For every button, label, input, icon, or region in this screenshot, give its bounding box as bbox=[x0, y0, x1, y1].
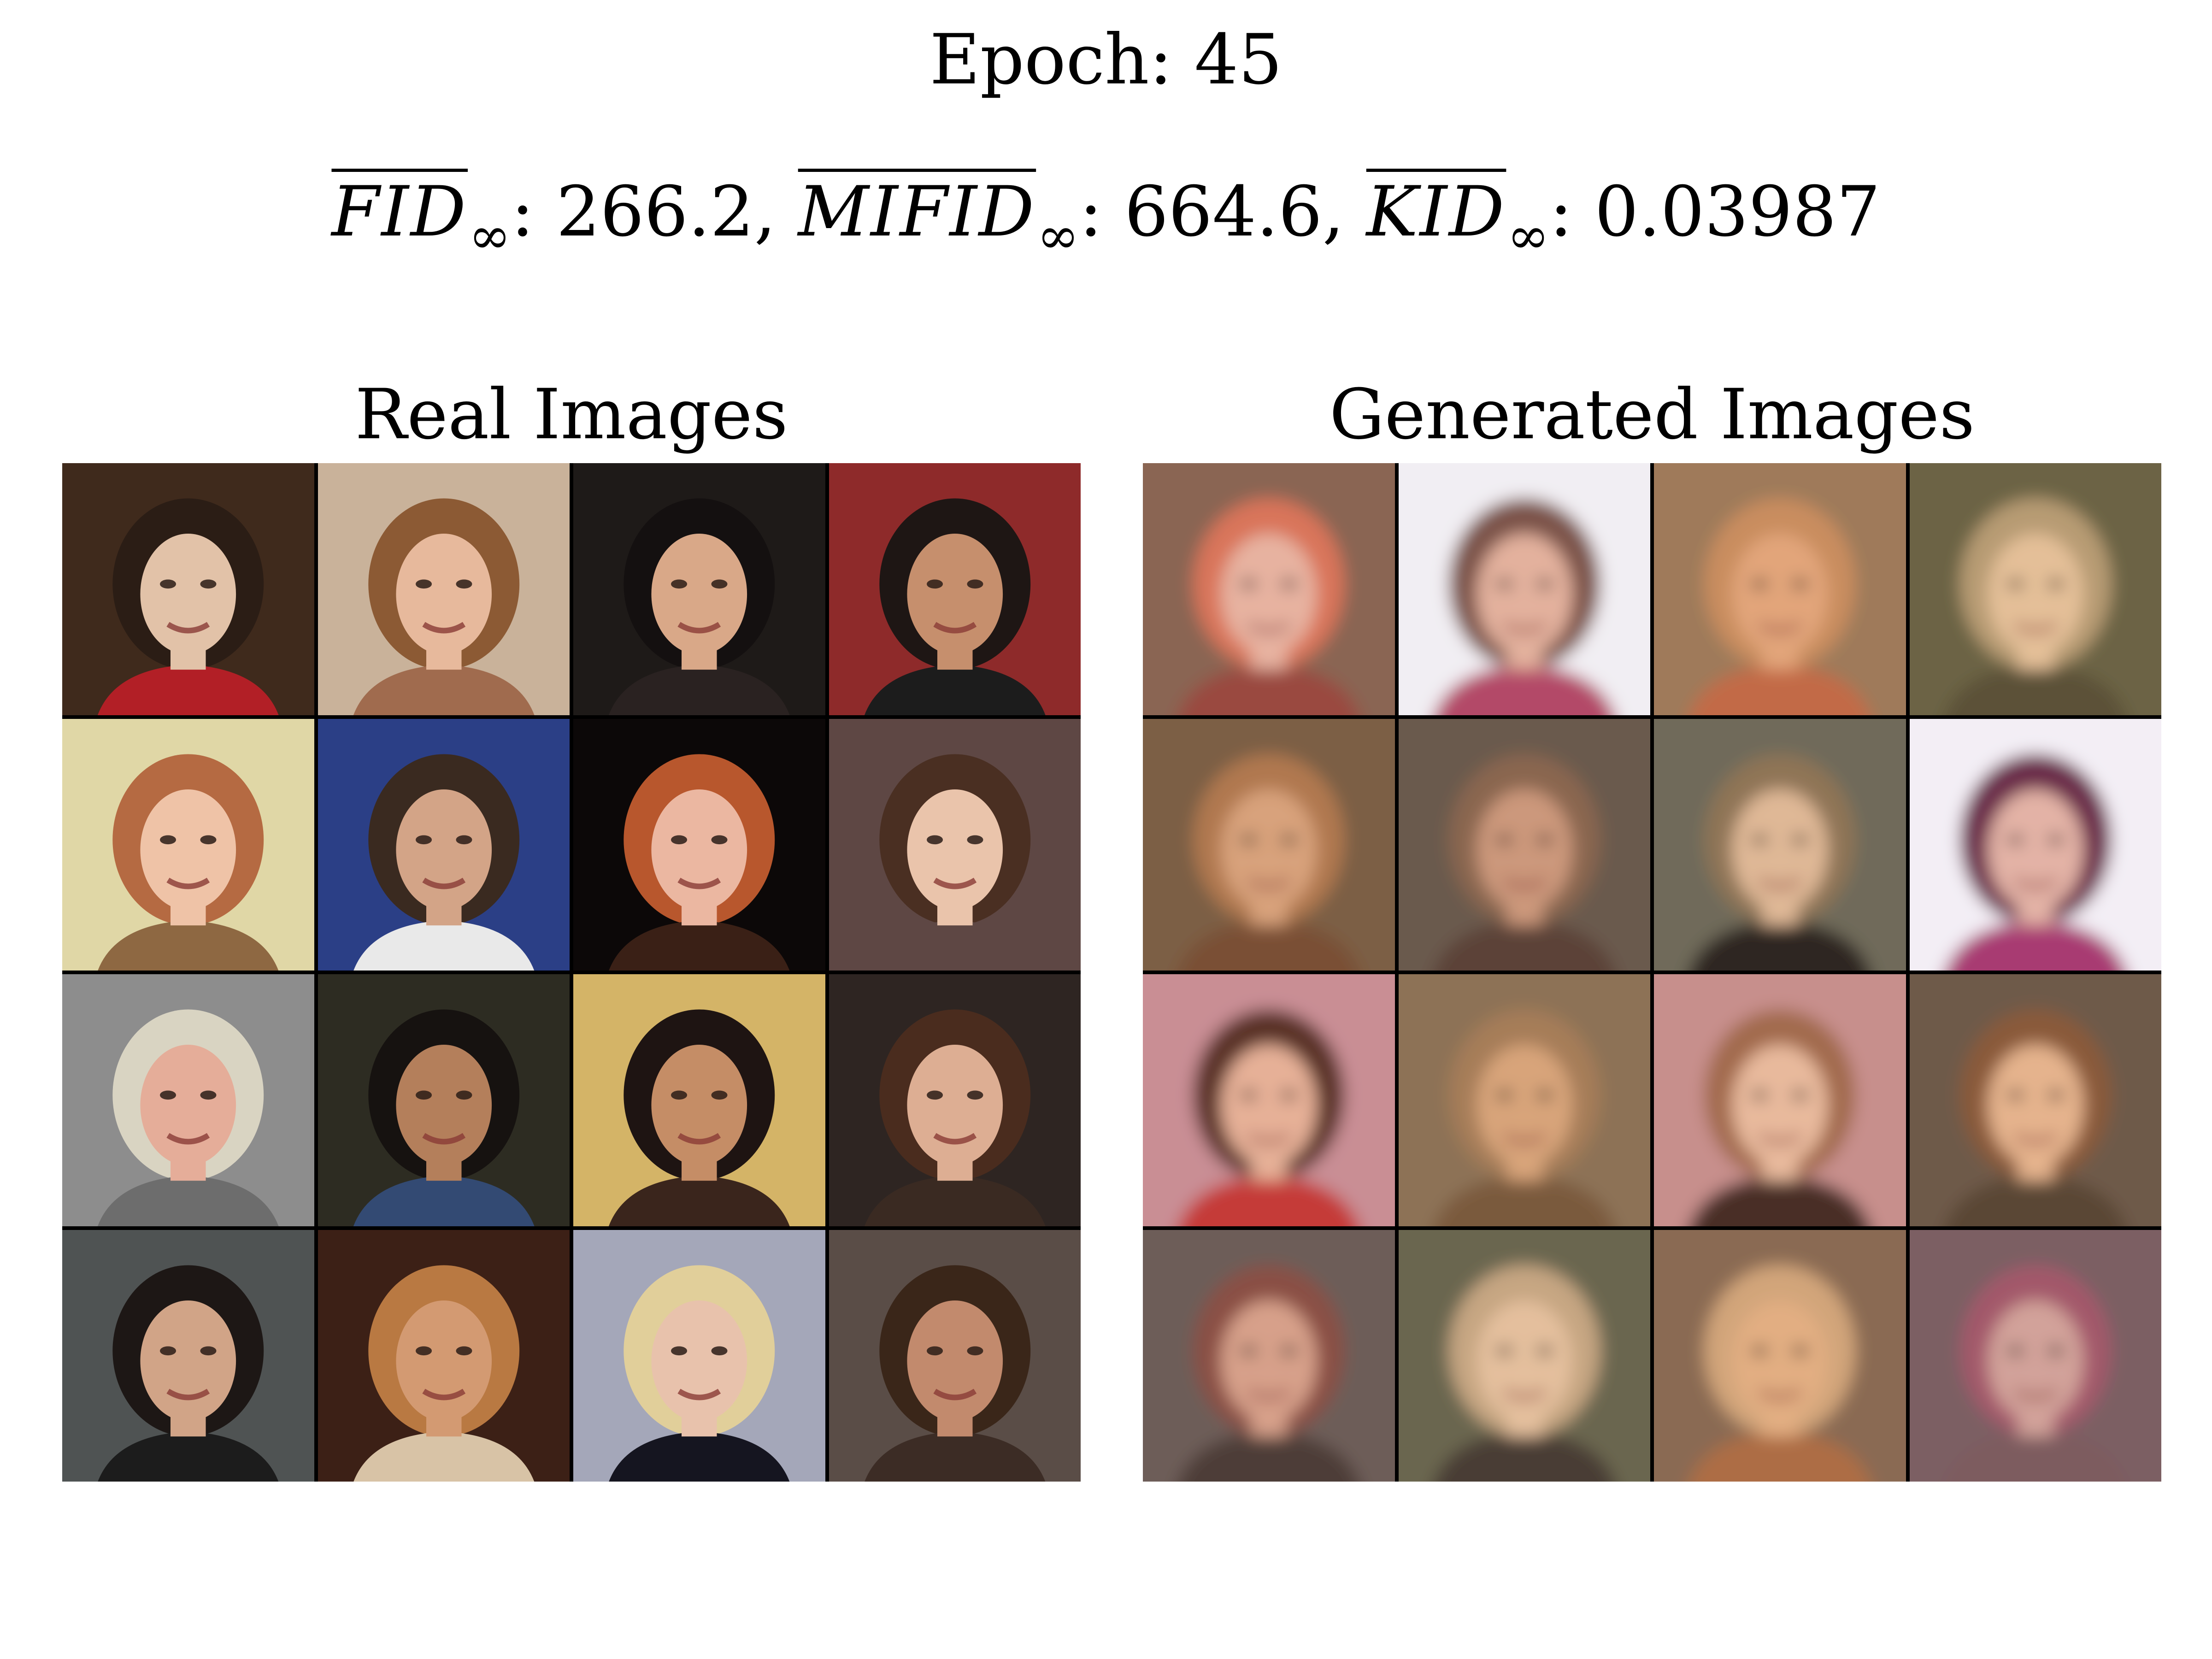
real-images-grid bbox=[62, 463, 1081, 1482]
metric-fid-subscript: ∞ bbox=[469, 206, 511, 265]
real-image-tile bbox=[318, 974, 570, 1226]
generated-image-tile bbox=[1909, 1230, 2161, 1482]
generated-image-tile bbox=[1143, 974, 1395, 1226]
real-image-tile bbox=[829, 974, 1081, 1226]
generated-image-tile bbox=[1654, 974, 1906, 1226]
generated-images-grid bbox=[1143, 463, 2161, 1482]
real-image-tile bbox=[62, 463, 314, 715]
metric-kid-value: 0.03987 bbox=[1594, 172, 1881, 252]
metric-kid: KID∞: 0.03987 bbox=[1366, 172, 1881, 265]
metric-mifid-subscript: ∞ bbox=[1037, 206, 1079, 265]
real-image-tile bbox=[573, 718, 825, 971]
real-image-tile bbox=[318, 463, 570, 715]
generated-image-tile bbox=[1654, 463, 1906, 715]
generated-image-tile bbox=[1398, 974, 1650, 1226]
generated-image-tile bbox=[1654, 1230, 1906, 1482]
metric-mifid: MIFID∞: 664.6, bbox=[798, 172, 1345, 265]
metric-kid-name: KID bbox=[1366, 172, 1506, 252]
generated-image-tile bbox=[1143, 1230, 1395, 1482]
generated-image-tile bbox=[1909, 463, 2161, 715]
real-image-tile bbox=[829, 718, 1081, 971]
generated-image-tile bbox=[1909, 974, 2161, 1226]
generated-images-title: Generated Images bbox=[1329, 375, 1975, 455]
real-image-tile bbox=[62, 1230, 314, 1482]
metric-fid: FID∞: 266.2, bbox=[331, 172, 777, 265]
metric-kid-subscript: ∞ bbox=[1507, 206, 1550, 265]
real-image-tile bbox=[318, 718, 570, 971]
real-image-tile bbox=[573, 1230, 825, 1482]
real-image-tile bbox=[318, 1230, 570, 1482]
real-image-tile bbox=[829, 1230, 1081, 1482]
generated-image-tile bbox=[1654, 718, 1906, 971]
metrics-line: FID∞: 266.2, MIFID∞: 664.6, KID∞: 0.0398… bbox=[0, 166, 2212, 265]
generated-image-tile bbox=[1143, 718, 1395, 971]
generated-image-tile bbox=[1909, 718, 2161, 971]
metric-mifid-value: 664.6 bbox=[1124, 172, 1323, 252]
generated-image-tile bbox=[1398, 1230, 1650, 1482]
metric-fid-name: FID bbox=[331, 172, 468, 252]
real-image-tile bbox=[62, 974, 314, 1226]
generated-image-tile bbox=[1143, 463, 1395, 715]
generated-image-tile bbox=[1398, 463, 1650, 715]
generated-image-tile bbox=[1398, 718, 1650, 971]
metric-fid-value: 266.2 bbox=[556, 172, 754, 252]
real-image-tile bbox=[829, 463, 1081, 715]
real-image-tile bbox=[62, 718, 314, 971]
metric-mifid-name: MIFID bbox=[798, 172, 1036, 252]
metric-mifid-separator: , bbox=[1322, 172, 1345, 252]
real-image-tile bbox=[573, 463, 825, 715]
metric-fid-separator: , bbox=[754, 172, 777, 252]
epoch-title: Epoch: 45 bbox=[930, 20, 1282, 100]
real-image-tile bbox=[573, 974, 825, 1226]
real-images-title: Real Images bbox=[355, 375, 788, 455]
